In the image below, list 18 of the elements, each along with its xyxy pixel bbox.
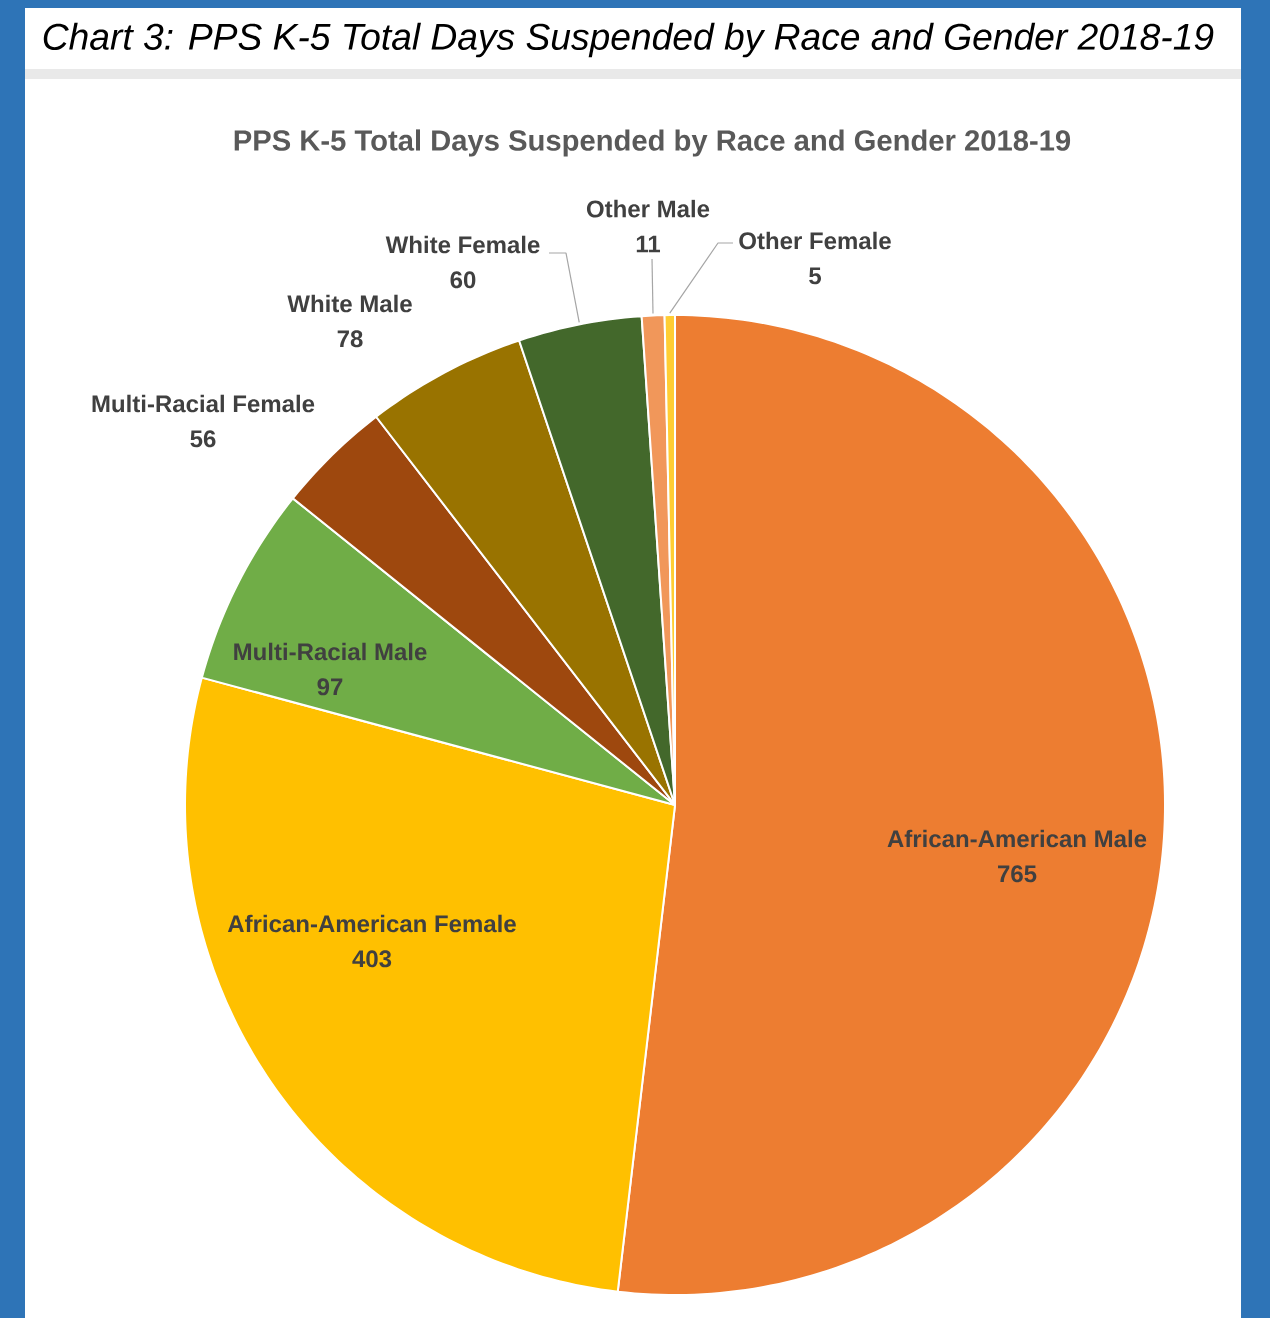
data-label: 97 [317,678,343,696]
data-label: 11 [636,235,661,253]
slice-label: White Male [287,294,412,313]
data-label: 403 [352,950,392,968]
data-label: 765 [998,865,1037,883]
chart-subtitle: PPS K-5 Total Days Suspended by Race and Gender 2018-19 [234,129,1071,157]
data-label: 78 [337,330,363,348]
slice-label: Multi-Racial Female [92,394,315,413]
data-label: 56 [190,430,216,448]
slice-label: African-American Male [887,829,1147,848]
slice-label: White Female [385,235,540,254]
slice-label: African-American Female [227,914,516,933]
slice-label: Other Female [739,231,891,250]
data-label: 60 [450,271,476,289]
data-label: 5 [809,267,822,285]
chart-title: Chart 3: PPS K-5 Total Days Suspended by Race and Gender 2018-19 [43,22,1214,58]
slice-label: Multi-Racial Male [234,642,427,661]
slice-label: Other Male [586,199,710,218]
